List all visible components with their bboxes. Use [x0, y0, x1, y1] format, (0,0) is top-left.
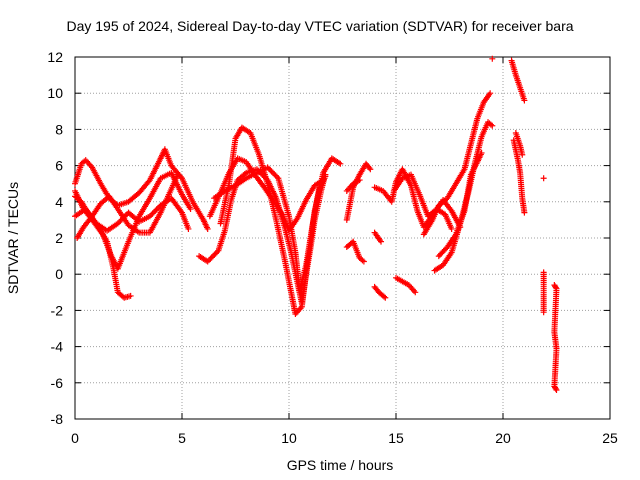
y-tick-label: 10	[47, 85, 63, 101]
data-point	[152, 207, 159, 214]
y-tick-label: 12	[47, 49, 63, 65]
data-point	[271, 171, 278, 178]
data-point	[489, 55, 496, 62]
data-point	[269, 169, 276, 176]
data-point	[521, 209, 528, 216]
data-point	[150, 209, 157, 216]
data-point	[272, 172, 279, 179]
data-point	[211, 251, 218, 258]
data-point	[540, 175, 547, 182]
data-point	[204, 258, 211, 265]
data-point	[367, 166, 374, 173]
x-tick-label: 10	[281, 430, 297, 446]
data-point	[356, 177, 363, 184]
data-point	[478, 149, 485, 156]
data-point	[487, 90, 494, 97]
data-point	[185, 225, 192, 232]
data-point	[146, 213, 153, 220]
data-point	[273, 173, 280, 180]
data-point	[214, 249, 221, 256]
axis-ticks: 0 5 10 15 20 25 -8 -6 -4 -2 0 2 4 6 8 10 12	[47, 49, 618, 446]
data-point	[208, 254, 215, 261]
data-point	[322, 173, 329, 180]
data-point	[521, 97, 528, 104]
data-point	[116, 219, 123, 226]
data-point	[148, 211, 155, 218]
data-point	[127, 292, 134, 299]
data-point	[489, 122, 496, 129]
y-tick-label: -6	[51, 375, 64, 391]
data-point	[210, 253, 217, 260]
data-point	[381, 293, 388, 300]
data-point	[264, 164, 271, 171]
data-point	[382, 294, 389, 301]
data-point	[267, 167, 274, 174]
y-axis-label: SDTVAR / TECUs	[5, 181, 21, 295]
y-tick-label: 0	[55, 266, 63, 282]
x-tick-label: 5	[178, 430, 186, 446]
chart-title: Day 195 of 2024, Sidereal Day-to-day VTE…	[66, 18, 574, 34]
x-tick-label: 0	[71, 430, 79, 446]
data-point	[204, 225, 211, 232]
y-tick-label: -4	[51, 339, 64, 355]
y-tick-label: -2	[51, 302, 64, 318]
x-tick-label: 15	[388, 430, 404, 446]
x-axis-label: GPS time / hours	[286, 457, 394, 473]
grid-lines	[75, 57, 610, 419]
data-point	[540, 309, 547, 316]
y-tick-label: 8	[55, 121, 63, 137]
y-tick-label: 4	[55, 194, 63, 210]
data-point	[412, 289, 419, 296]
data-point	[448, 225, 455, 232]
data-point	[360, 258, 367, 265]
data-point	[553, 387, 560, 394]
data-point	[207, 255, 214, 262]
y-tick-label: -8	[51, 411, 64, 427]
data-point	[378, 238, 385, 245]
data-point	[552, 284, 559, 291]
data-point	[174, 171, 181, 178]
data-points	[72, 55, 560, 394]
x-tick-label: 25	[602, 430, 618, 446]
data-point	[366, 164, 373, 171]
data-point	[153, 206, 160, 213]
data-point	[265, 165, 272, 172]
x-tick-label: 20	[495, 430, 511, 446]
data-point	[154, 205, 161, 212]
y-tick-label: 6	[55, 158, 63, 174]
data-point	[519, 151, 526, 158]
data-point	[187, 206, 194, 213]
data-point	[337, 160, 344, 167]
data-point	[268, 168, 275, 175]
y-tick-label: 2	[55, 230, 63, 246]
data-point	[149, 210, 156, 217]
data-point	[206, 257, 213, 264]
data-point	[552, 385, 559, 392]
data-point	[114, 220, 121, 227]
data-point	[212, 250, 219, 257]
